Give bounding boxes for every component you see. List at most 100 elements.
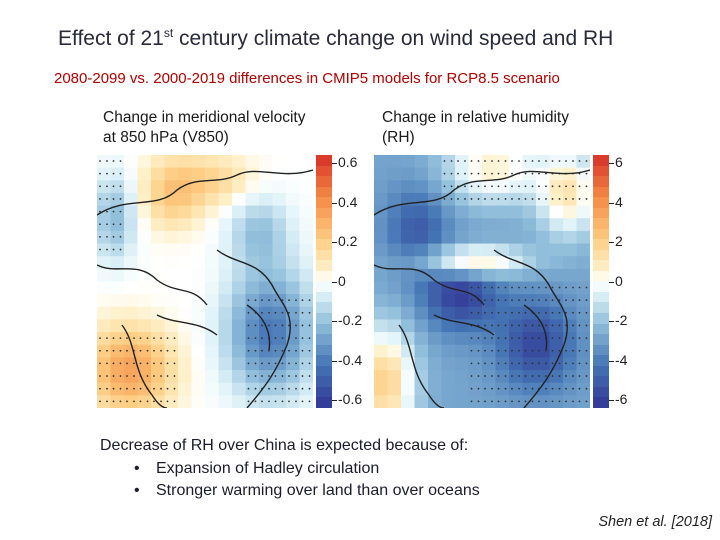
map-cell	[522, 281, 537, 295]
map-cell	[218, 192, 233, 207]
map-cell	[191, 281, 206, 295]
significance-dot	[119, 160, 122, 162]
map-cell	[468, 268, 483, 282]
significance-dot	[160, 337, 162, 339]
colorbar-segment	[316, 197, 332, 208]
map-cell	[414, 218, 429, 232]
map-cell	[495, 294, 510, 308]
significance-dot	[511, 286, 513, 289]
map-cell	[124, 218, 138, 232]
map-cell	[232, 370, 246, 384]
map-cell	[151, 268, 165, 282]
significance-dot	[578, 324, 581, 327]
map-cell	[151, 357, 165, 371]
map-cell	[164, 230, 179, 245]
map-cell	[218, 180, 233, 194]
significance-dot	[254, 400, 257, 403]
map-cell	[468, 192, 483, 207]
significance-dot	[497, 172, 500, 175]
map-cell	[137, 294, 152, 308]
colorbar-tick-label: 0	[615, 272, 623, 289]
significance-dot	[470, 172, 473, 175]
map-cell	[428, 344, 442, 358]
map-cell	[97, 395, 111, 408]
significance-dot	[133, 375, 135, 377]
significance-dot	[538, 185, 540, 188]
colorbar-segment	[316, 186, 332, 198]
significance-dot	[106, 160, 108, 162]
map-cell	[178, 357, 192, 371]
map-cell	[259, 344, 273, 358]
map-cell	[576, 268, 590, 282]
map-cell	[286, 243, 300, 257]
significance-dot	[153, 337, 155, 339]
map-cell	[401, 205, 415, 219]
significance-dot	[524, 185, 527, 188]
significance-dot	[491, 387, 493, 390]
significance-dot	[160, 387, 162, 390]
map-cell	[272, 370, 287, 384]
significance-dot	[558, 299, 561, 302]
colorbar-segment	[593, 397, 609, 408]
map-cell	[205, 281, 219, 295]
significance-dot	[295, 375, 297, 377]
map-cell	[549, 155, 564, 169]
significance-dot	[126, 400, 128, 403]
significance-dot	[497, 311, 500, 314]
map-cell	[455, 192, 469, 207]
map-cell	[218, 294, 233, 308]
map-cell	[205, 192, 219, 207]
map-cell	[387, 180, 402, 194]
significance-dot	[585, 349, 588, 352]
significance-dot	[106, 172, 108, 175]
significance-dot	[457, 172, 459, 175]
colorbar-tick-label: -0.2	[338, 312, 363, 328]
significance-dot	[166, 387, 169, 390]
significance-dot	[450, 198, 453, 200]
significance-dot	[261, 337, 263, 339]
map-cell	[387, 344, 402, 358]
significance-dot	[504, 375, 507, 377]
map-cell	[286, 395, 300, 408]
significance-dot	[254, 324, 257, 327]
map-cell	[110, 306, 125, 320]
map-cell	[468, 395, 483, 408]
colorbar-tick-mark	[609, 321, 614, 322]
significance-dot	[524, 375, 527, 377]
map-cell	[387, 319, 402, 333]
map-cell	[178, 243, 192, 257]
map-cell	[482, 268, 496, 282]
map-cell	[387, 395, 402, 408]
map-cell	[468, 294, 483, 308]
colorbar-segment	[593, 239, 609, 250]
significance-dot	[565, 160, 567, 162]
map-cell	[110, 218, 125, 232]
significance-dot	[497, 299, 500, 302]
map-cell	[232, 294, 246, 308]
colorbar-segment	[593, 302, 609, 313]
map-cell	[441, 395, 456, 408]
map-cell	[549, 332, 564, 346]
map-cell	[110, 357, 125, 371]
map-cell	[374, 205, 388, 219]
map-cell	[137, 370, 152, 384]
map-cell	[191, 230, 206, 245]
map-cell	[441, 306, 456, 320]
significance-dot	[538, 362, 540, 365]
significance-dot	[572, 337, 574, 339]
map-cell	[259, 382, 273, 396]
significance-dot	[531, 286, 534, 289]
colorbar-tick-label: -0.6	[338, 391, 363, 407]
map-cell	[401, 268, 415, 282]
significance-dot	[261, 349, 263, 352]
map-cell	[137, 192, 152, 207]
map-cell	[205, 180, 219, 194]
map-cell	[286, 192, 300, 207]
coastline	[433, 314, 495, 336]
map-cell	[428, 180, 442, 194]
map-cell	[428, 243, 442, 257]
significance-dot	[119, 349, 122, 352]
significance-dot	[565, 286, 567, 289]
significance-dot	[99, 400, 101, 403]
map-cell	[178, 167, 192, 181]
